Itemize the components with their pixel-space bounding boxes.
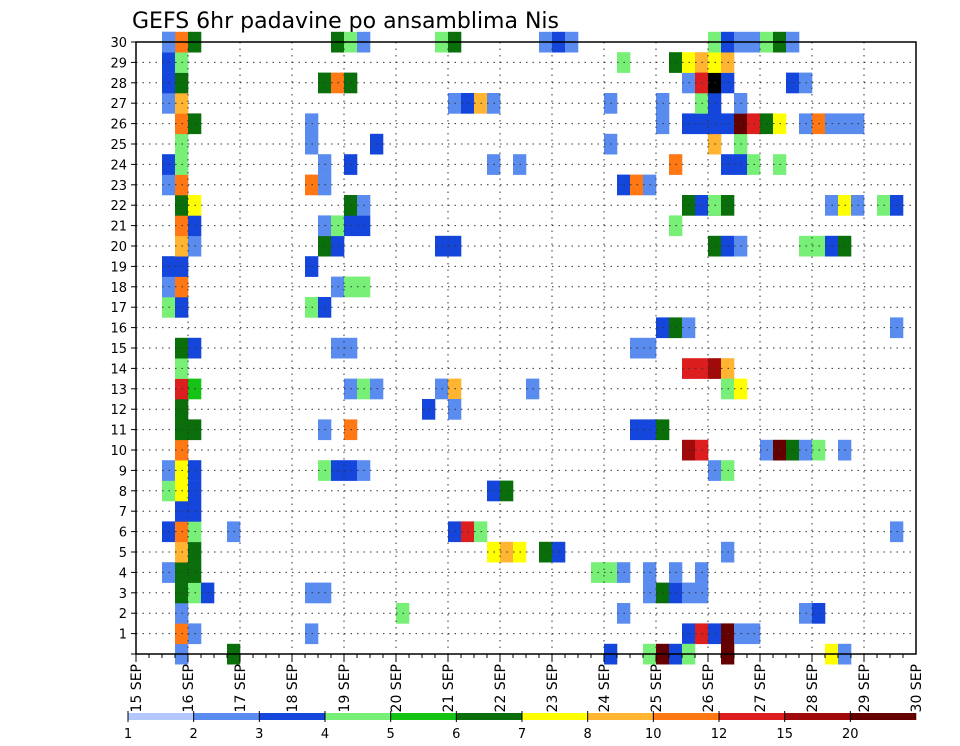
y-tick-label: 5: [119, 546, 127, 561]
x-tick-label: 15 SEP: [129, 664, 145, 712]
y-tick-label: 30: [110, 36, 127, 51]
colorbar-swatch: [128, 713, 194, 720]
colorbar-label: 8: [584, 727, 592, 742]
colorbar-swatch: [325, 713, 391, 720]
y-tick-label: 29: [110, 56, 127, 71]
colorbar-swatch: [456, 713, 523, 720]
y-tick-label: 4: [119, 566, 127, 581]
chart-title: GEFS 6hr padavine po ansamblima Nis: [132, 9, 559, 34]
x-tick-label: 26 SEP: [701, 664, 717, 712]
y-tick-label: 23: [110, 179, 127, 194]
x-tick-label: 23 SEP: [545, 664, 561, 712]
colorbar: 1 2 3 4 5 6 7 8 10 12 15 20: [124, 711, 917, 742]
y-tick-label: 10: [110, 444, 127, 459]
grid-lines: [136, 41, 916, 654]
y-tick-label: 8: [119, 485, 127, 500]
x-tick-label: 17 SEP: [233, 664, 249, 712]
y-tick-label: 6: [119, 526, 127, 541]
x-tick-label: 16 SEP: [181, 664, 197, 712]
y-tick-label: 20: [110, 240, 127, 255]
y-tick-label: 24: [110, 158, 127, 173]
y-tick-label: 12: [110, 403, 127, 418]
colorbar-swatch: [522, 713, 588, 720]
y-tick-label: 26: [110, 118, 127, 133]
x-tick-label: 30 SEP: [909, 664, 925, 712]
colorbar-label: 1: [124, 727, 132, 742]
y-tick-label: 7: [119, 505, 127, 520]
colorbar-label: 5: [387, 727, 395, 742]
y-tick-label: 15: [110, 342, 127, 357]
y-tick-label: 9: [119, 464, 127, 479]
y-tick-label: 16: [110, 322, 127, 337]
x-tick-label: 21 SEP: [441, 664, 457, 712]
x-tick-label: 29 SEP: [857, 664, 873, 712]
x-tick-label: 28 SEP: [805, 664, 821, 712]
y-axis: 1234567891011121314151617181920212223242…: [110, 36, 136, 655]
y-tick-label: 25: [110, 138, 127, 153]
colorbar-label: 15: [776, 727, 793, 742]
colorbar-swatch: [259, 713, 326, 720]
y-tick-label: 22: [110, 199, 127, 214]
colorbar-label: 3: [255, 727, 263, 742]
y-tick-label: 2: [119, 607, 127, 622]
y-tick-label: 11: [110, 424, 127, 439]
y-tick-label: 3: [119, 587, 127, 602]
x-tick-label: 25 SEP: [649, 664, 665, 712]
y-tick-label: 18: [110, 281, 127, 296]
colorbar-label: 4: [321, 727, 329, 742]
colorbar-label: 2: [190, 727, 198, 742]
colorbar-swatch: [850, 713, 917, 720]
y-tick-label: 13: [110, 383, 127, 398]
colorbar-swatch: [719, 713, 785, 720]
y-tick-label: 17: [110, 301, 127, 316]
colorbar-label: 12: [711, 727, 728, 742]
x-axis: 15 SEP 16 SEP 17 SEP 18 SEP 19 SEP 20 SEP 21 S…: [129, 654, 925, 712]
y-tick-label: 19: [110, 260, 127, 275]
y-tick-label: 28: [110, 77, 127, 92]
colorbar-swatch: [587, 713, 654, 720]
colorbar-label: 6: [452, 727, 460, 742]
colorbar-swatch: [784, 713, 851, 720]
colorbar-swatch: [193, 713, 260, 720]
colorbar-swatch: [653, 713, 720, 720]
colorbar-swatch: [390, 713, 457, 720]
colorbar-label: 7: [518, 727, 526, 742]
x-tick-label: 20 SEP: [389, 664, 405, 712]
x-tick-label: 19 SEP: [337, 664, 353, 712]
x-tick-label: 18 SEP: [285, 664, 301, 712]
y-tick-label: 1: [119, 628, 127, 643]
colorbar-label: 10: [645, 727, 662, 742]
x-tick-label: 24 SEP: [597, 664, 613, 712]
x-tick-label: 27 SEP: [753, 664, 769, 712]
y-tick-label: 27: [110, 97, 127, 112]
x-tick-label: 22 SEP: [493, 664, 509, 712]
y-tick-label: 21: [110, 220, 127, 235]
colorbar-label: 20: [842, 727, 859, 742]
y-tick-label: 14: [110, 362, 127, 377]
